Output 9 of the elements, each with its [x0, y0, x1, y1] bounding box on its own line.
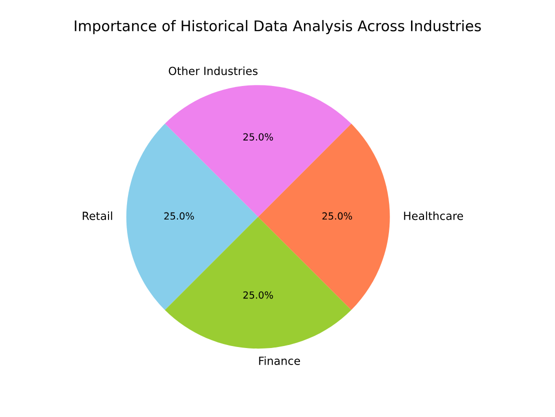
data-label: 25.0%	[322, 212, 352, 220]
data-label: 25.0%	[243, 291, 273, 299]
slice-label: Healthcare	[404, 211, 463, 220]
slice-label: Retail	[82, 211, 112, 220]
chart-title: Importance of Historical Data Analysis Across Industries	[74, 20, 481, 34]
data-label: 25.0%	[164, 212, 194, 220]
data-label: 25.0%	[243, 133, 273, 141]
slice-label: Finance	[259, 356, 300, 366]
slice-label: Other Industries	[168, 66, 258, 76]
